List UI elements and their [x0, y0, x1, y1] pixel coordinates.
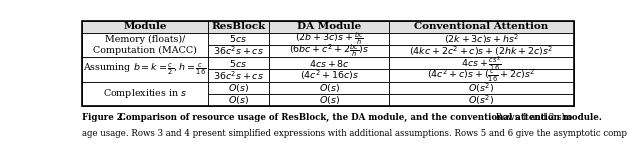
Text: ResBlock: ResBlock [211, 22, 266, 32]
Bar [389, 21, 573, 33]
Text: Comparison of resource usage of ResBlock, the DA module, and the conventional at: Comparison of resource usage of ResBlock… [119, 113, 602, 122]
Text: $36c^2s+cs$: $36c^2s+cs$ [213, 69, 264, 82]
Bar [389, 33, 573, 45]
Bar [269, 45, 389, 57]
Bar [83, 33, 208, 57]
Text: $O(s^2)$: $O(s^2)$ [468, 93, 495, 107]
Text: $O(s)$: $O(s)$ [228, 82, 249, 94]
Text: DA Module: DA Module [297, 22, 362, 32]
Text: $(2k+3c)s+hs^2$: $(2k+3c)s+hs^2$ [444, 32, 519, 45]
Bar [269, 57, 389, 69]
Bar [83, 57, 208, 82]
Text: $5cs$: $5cs$ [229, 58, 248, 69]
Text: Conventional Attention: Conventional Attention [414, 22, 548, 32]
Bar [269, 33, 389, 45]
Text: $O(s)$: $O(s)$ [319, 94, 340, 106]
Bar [389, 57, 573, 69]
Text: age usage. Rows 3 and 4 present simplified expressions with additional assumptio: age usage. Rows 3 and 4 present simplifi… [83, 129, 627, 138]
Text: $4cs+\frac{cs^2}{16}$: $4cs+\frac{cs^2}{16}$ [461, 54, 502, 73]
Text: Complexities in $s$: Complexities in $s$ [103, 87, 188, 100]
Text: $4cs+8c$: $4cs+8c$ [308, 58, 349, 69]
Bar [269, 69, 389, 82]
Text: $36c^2s+cs$: $36c^2s+cs$ [213, 45, 264, 57]
Text: Memory (floats)/
Computation (MACC): Memory (floats)/ Computation (MACC) [93, 35, 197, 55]
Text: Figure 2.: Figure 2. [83, 113, 129, 122]
Text: $(4kc+2c^2+c)s+(2hk+2c)s^2$: $(4kc+2c^2+c)s+(2hk+2c)s^2$ [410, 44, 554, 58]
Bar [269, 94, 389, 106]
Bar [208, 45, 269, 57]
Bar [208, 57, 269, 69]
Text: $O(s^2)$: $O(s^2)$ [468, 81, 495, 95]
Bar [389, 82, 573, 94]
Bar [208, 94, 269, 106]
Text: $(4c^2+c)s+(\frac{c}{16}+2c)s^2$: $(4c^2+c)s+(\frac{c}{16}+2c)s^2$ [428, 67, 536, 84]
Bar [269, 21, 389, 33]
Text: $O(s)$: $O(s)$ [228, 94, 249, 106]
Bar [83, 82, 208, 106]
Bar [83, 21, 208, 33]
Text: $(2b+3c)s+\frac{bc}{h}$: $(2b+3c)s+\frac{bc}{h}$ [295, 30, 364, 47]
Text: Module: Module [124, 22, 167, 32]
Text: $(4c^2+16c)s$: $(4c^2+16c)s$ [300, 69, 359, 82]
Bar [208, 82, 269, 94]
Bar [208, 21, 269, 33]
Text: Assuming $b=k=\frac{c}{2},h=\frac{c}{16}$: Assuming $b=k=\frac{c}{2},h=\frac{c}{16}… [83, 61, 207, 78]
Bar [389, 69, 573, 82]
Text: $O(s)$: $O(s)$ [319, 82, 340, 94]
Bar [389, 94, 573, 106]
Text: $(6bc+c^2+2\frac{bc}{h})s$: $(6bc+c^2+2\frac{bc}{h})s$ [289, 43, 369, 60]
Bar [389, 45, 573, 57]
Bar [83, 21, 573, 106]
Text: Rows 1 and 2 sho: Rows 1 and 2 sho [493, 113, 572, 122]
Bar [208, 69, 269, 82]
Bar [208, 33, 269, 45]
Bar [269, 82, 389, 94]
Text: $5cs$: $5cs$ [229, 33, 248, 44]
